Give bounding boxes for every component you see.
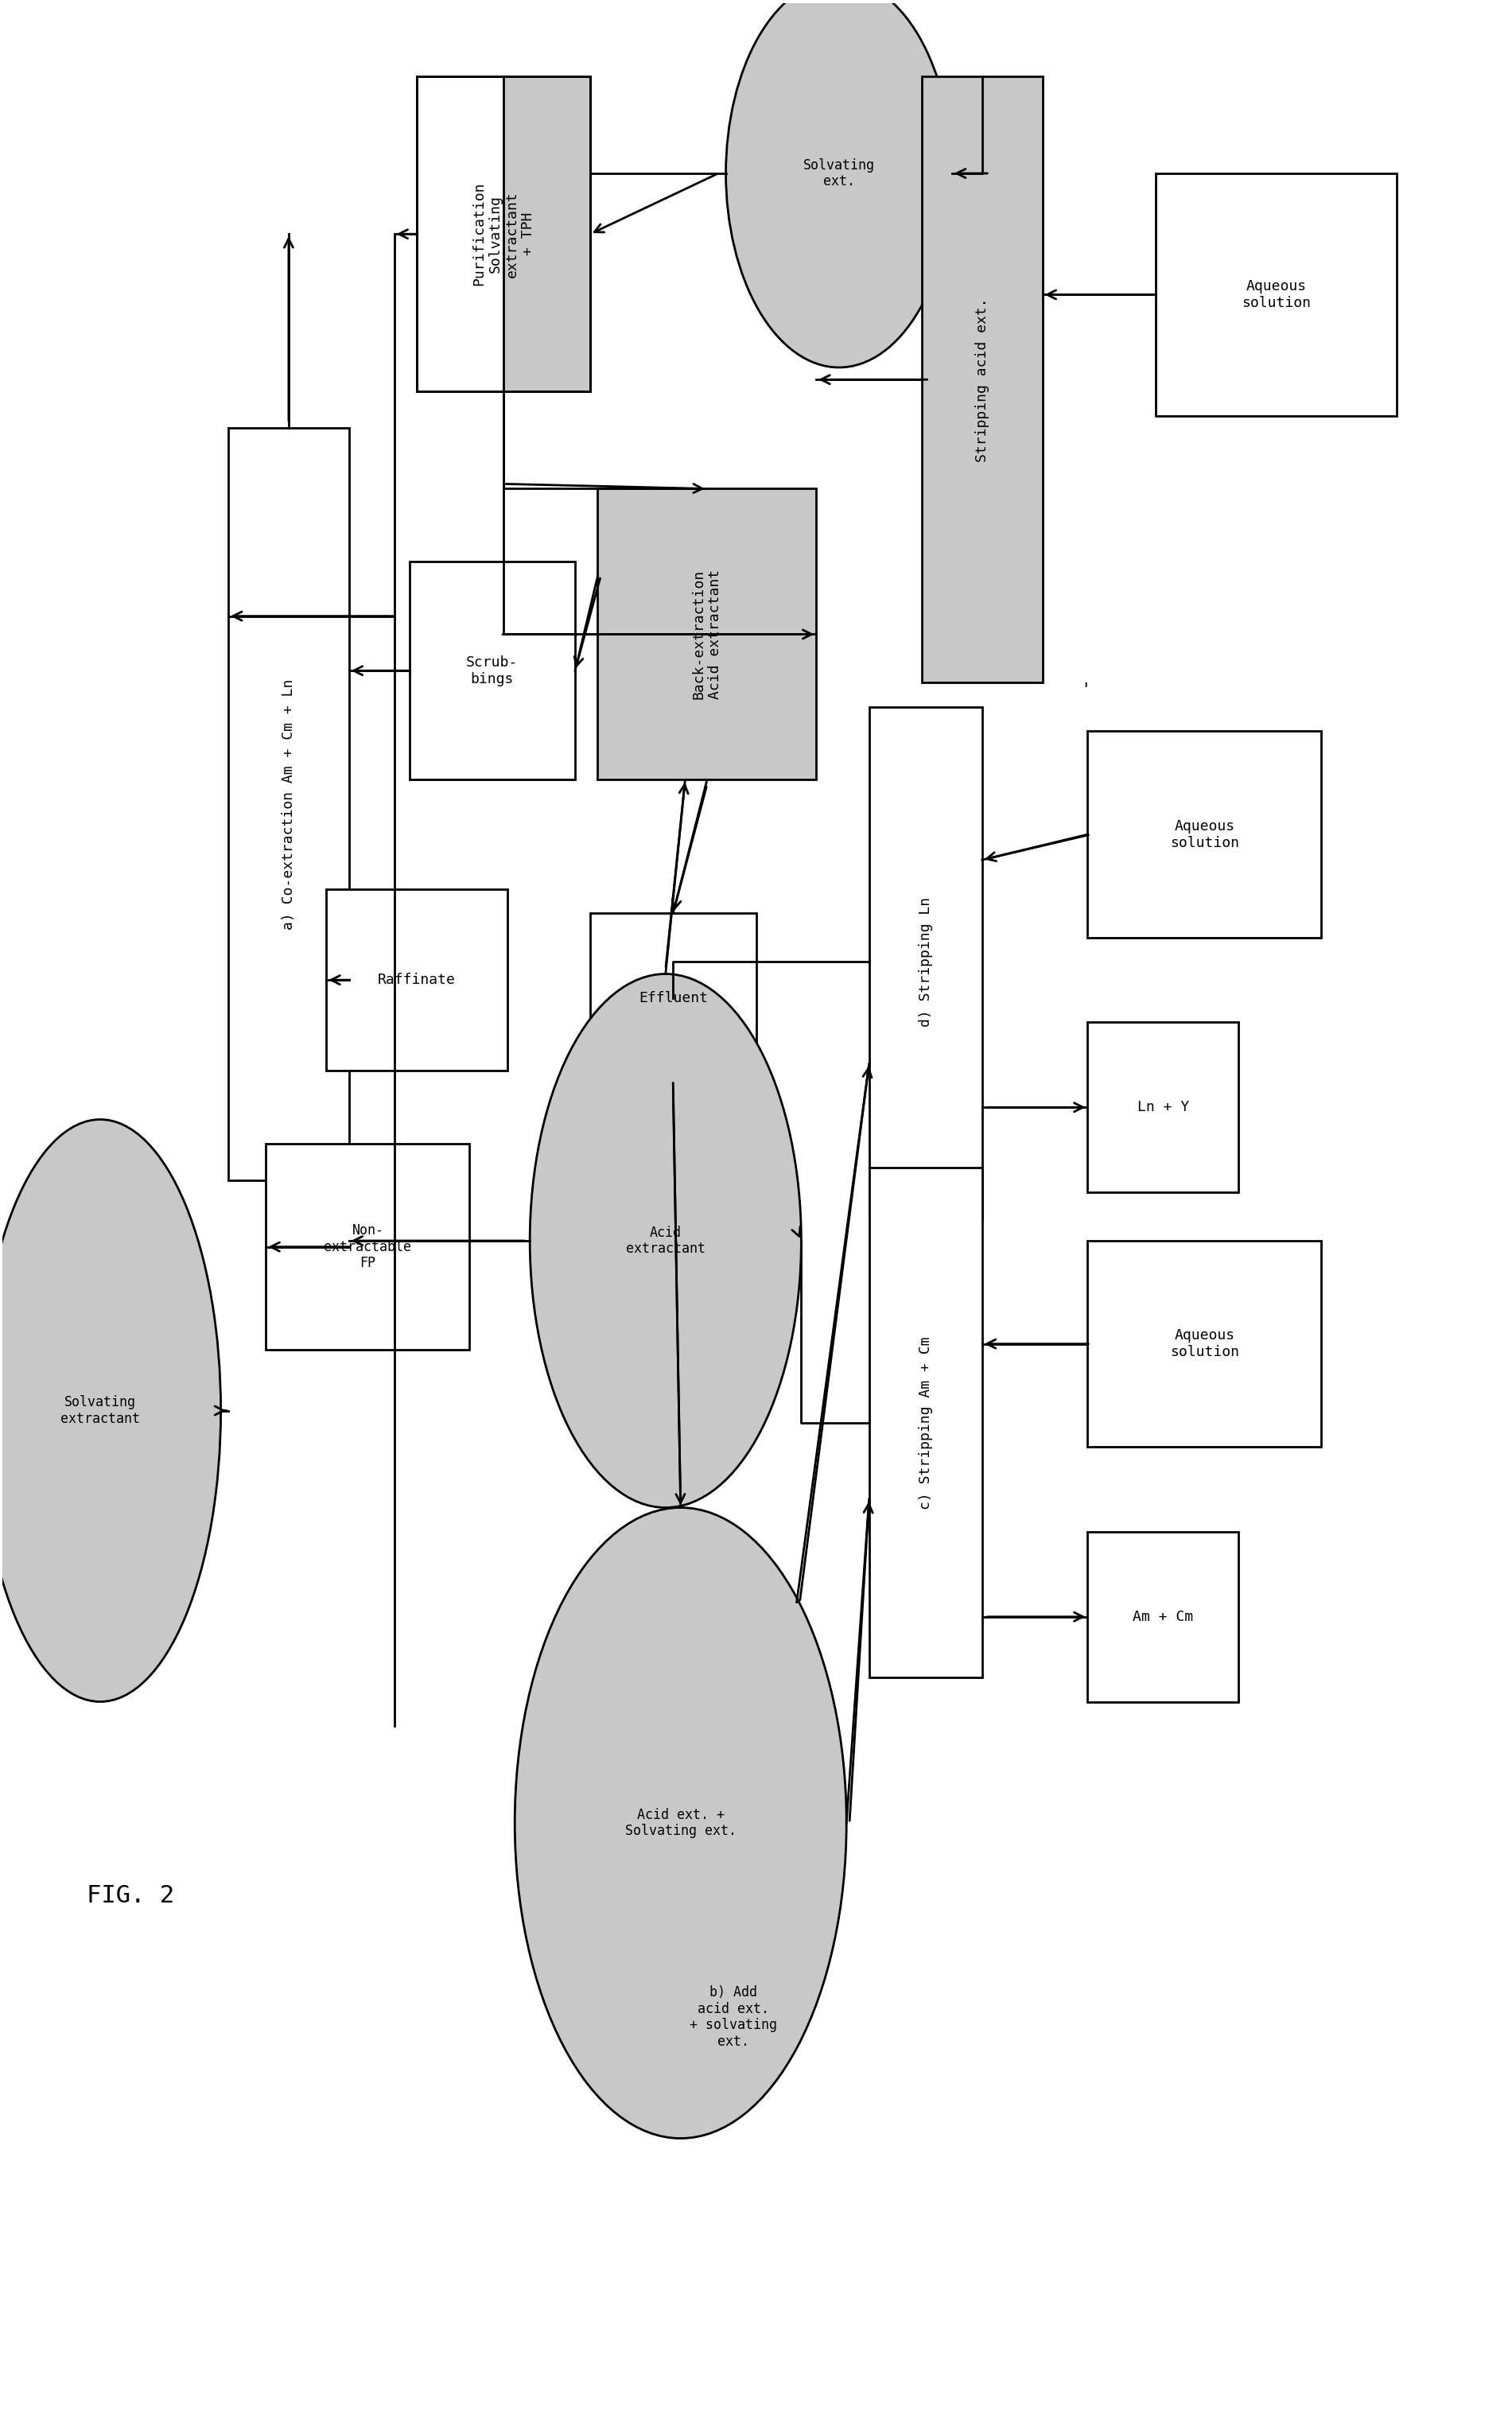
Text: ': ' — [1080, 681, 1090, 698]
Text: Purification
Solvating
extractant
+ TPH: Purification Solvating extractant + TPH — [472, 182, 535, 287]
Text: Acid ext. +
Solvating ext.: Acid ext. + Solvating ext. — [624, 1808, 736, 1839]
Text: b) Add
acid ext.
+ solvating
ext.: b) Add acid ext. + solvating ext. — [689, 1985, 777, 2049]
Bar — [869, 1168, 983, 1676]
Text: Ln + Y: Ln + Y — [1137, 1100, 1188, 1114]
Bar — [266, 1144, 470, 1350]
Text: Aqueous
solution: Aqueous solution — [1241, 280, 1311, 309]
Bar — [228, 428, 349, 1180]
Bar — [327, 888, 507, 1071]
Text: Effluent: Effluent — [638, 990, 708, 1005]
Bar — [597, 489, 816, 781]
Text: Solvating
extractant: Solvating extractant — [60, 1394, 141, 1426]
Bar — [1155, 173, 1397, 416]
Text: c) Stripping Am + Cm: c) Stripping Am + Cm — [918, 1336, 933, 1508]
Text: Am + Cm: Am + Cm — [1132, 1611, 1193, 1623]
Bar — [922, 75, 1042, 684]
Bar — [417, 75, 503, 392]
Text: Non-
extractable
FP: Non- extractable FP — [324, 1224, 411, 1270]
Text: Aqueous
solution: Aqueous solution — [1170, 820, 1240, 849]
Text: Solvating
ext.: Solvating ext. — [803, 158, 875, 190]
Text: Acid
extractant: Acid extractant — [626, 1226, 705, 1255]
Bar — [1087, 1533, 1238, 1701]
Bar — [503, 75, 590, 392]
Ellipse shape — [514, 1508, 847, 2139]
Bar — [410, 562, 575, 781]
Text: Raffinate: Raffinate — [378, 973, 455, 988]
Bar — [869, 708, 983, 1216]
Ellipse shape — [0, 1119, 221, 1701]
Ellipse shape — [726, 0, 953, 367]
Bar — [417, 75, 590, 392]
Ellipse shape — [529, 973, 801, 1508]
Text: a) Co-extraction Am + Cm + Ln: a) Co-extraction Am + Cm + Ln — [281, 679, 296, 929]
Bar — [590, 912, 756, 1083]
Text: Scrub-
bings: Scrub- bings — [466, 654, 519, 686]
Text: d) Stripping Ln: d) Stripping Ln — [918, 898, 933, 1027]
Bar — [1087, 732, 1321, 937]
Text: FIG. 2: FIG. 2 — [86, 1883, 174, 1907]
Bar — [1087, 1241, 1321, 1448]
Text: Aqueous
solution: Aqueous solution — [1170, 1328, 1240, 1360]
Text: Back-extraction
Acid extractant: Back-extraction Acid extractant — [691, 569, 723, 698]
Text: Stripping acid ext.: Stripping acid ext. — [975, 297, 989, 462]
Bar — [1087, 1022, 1238, 1192]
